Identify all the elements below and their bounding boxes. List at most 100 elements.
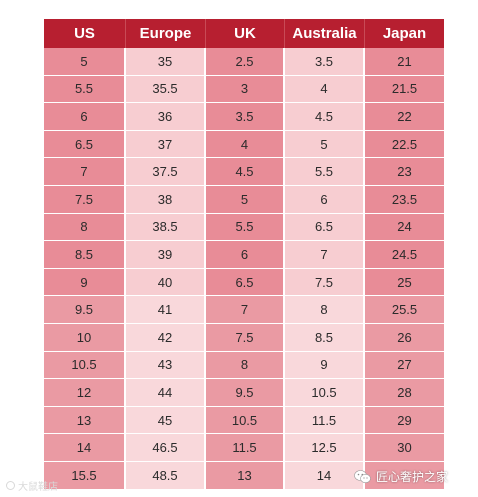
table-row: 12 44 9.5 10.5 28 (44, 379, 444, 407)
cell-uk: 8 (206, 351, 285, 380)
cell-japan: 22.5 (365, 130, 444, 159)
cell-japan: 26 (365, 323, 444, 352)
cell-uk: 10.5 (206, 406, 285, 435)
cell-australia: 9 (285, 351, 365, 380)
cell-europe: 38.5 (126, 213, 206, 242)
cell-us: 6.5 (44, 130, 126, 159)
cell-us: 10.5 (44, 351, 126, 380)
cell-uk: 5 (206, 185, 285, 214)
cell-us: 8 (44, 213, 126, 242)
column-header-europe: Europe (126, 19, 206, 48)
watermark-right: 匠心奢护之家 (354, 468, 448, 485)
table-row: 10.5 43 8 9 27 (44, 351, 444, 380)
table-row: 10 42 7.5 8.5 26 (44, 323, 444, 352)
watermark-left: 大鼠鞋店 (6, 478, 58, 493)
cell-us: 14 (44, 434, 126, 462)
cell-japan: 27 (365, 351, 444, 380)
cell-us: 12 (44, 379, 126, 407)
column-header-australia: Australia (285, 19, 365, 48)
cell-japan: 28 (365, 379, 444, 407)
table-row: 6.5 37 4 5 22.5 (44, 130, 444, 159)
cell-uk: 4 (206, 130, 285, 159)
wechat-icon (354, 469, 371, 483)
cell-australia: 11.5 (285, 406, 365, 435)
cell-uk: 7 (206, 296, 285, 324)
cell-europe: 37.5 (126, 158, 206, 186)
cell-australia: 8 (285, 296, 365, 324)
cell-australia: 12.5 (285, 434, 365, 462)
cell-europe: 38 (126, 185, 206, 214)
cell-europe: 41 (126, 296, 206, 324)
table-row: 13 45 10.5 11.5 29 (44, 406, 444, 435)
cell-uk: 11.5 (206, 434, 285, 462)
cell-japan: 30 (365, 434, 444, 462)
table-row: 5.5 35.5 3 4 21.5 (44, 75, 444, 104)
cell-japan: 24 (365, 213, 444, 242)
cell-us: 15.5 (44, 461, 126, 490)
cell-australia: 6.5 (285, 213, 365, 242)
cell-uk: 6 (206, 241, 285, 269)
table-row: 7.5 38 5 6 23.5 (44, 185, 444, 214)
table-row: 5 35 2.5 3.5 21 (44, 48, 444, 76)
table-row: 7 37.5 4.5 5.5 23 (44, 158, 444, 186)
cell-uk: 4.5 (206, 158, 285, 186)
cell-australia: 4.5 (285, 103, 365, 131)
table-row: 8.5 39 6 7 24.5 (44, 241, 444, 269)
watermark-right-text: 匠心奢护之家 (375, 470, 448, 484)
cell-europe: 39 (126, 241, 206, 269)
cell-us: 7 (44, 158, 126, 186)
cell-uk: 3.5 (206, 103, 285, 131)
cell-europe: 48.5 (126, 461, 206, 490)
cell-europe: 35 (126, 48, 206, 76)
table-body: 5 35 2.5 3.5 21 5.5 35.5 3 4 21.5 6 36 3.5 4.5 22 6.5 37… (44, 48, 444, 490)
table-row: 6 36 3.5 4.5 22 (44, 103, 444, 131)
table-row: 14 46.5 11.5 12.5 30 (44, 434, 444, 462)
cell-us: 8.5 (44, 241, 126, 269)
cell-australia: 7 (285, 241, 365, 269)
cell-us: 10 (44, 323, 126, 352)
cell-uk: 5.5 (206, 213, 285, 242)
cell-japan: 23 (365, 158, 444, 186)
cell-australia: 7.5 (285, 268, 365, 297)
cell-australia: 3.5 (285, 48, 365, 76)
cell-europe: 40 (126, 268, 206, 297)
table-row: 9 40 6.5 7.5 25 (44, 268, 444, 297)
cell-us: 5.5 (44, 75, 126, 104)
cell-us: 5 (44, 48, 126, 76)
cell-japan: 25.5 (365, 296, 444, 324)
cell-japan: 21.5 (365, 75, 444, 104)
cell-europe: 36 (126, 103, 206, 131)
cell-japan: 22 (365, 103, 444, 131)
table-row: 8 38.5 5.5 6.5 24 (44, 213, 444, 242)
cell-australia: 8.5 (285, 323, 365, 352)
cell-australia: 4 (285, 75, 365, 104)
cell-europe: 43 (126, 351, 206, 380)
cell-japan: 24.5 (365, 241, 444, 269)
cell-uk: 7.5 (206, 323, 285, 352)
column-header-us: US (44, 19, 126, 48)
cell-europe: 44 (126, 379, 206, 407)
cell-japan: 25 (365, 268, 444, 297)
cell-europe: 46.5 (126, 434, 206, 462)
cell-us: 6 (44, 103, 126, 131)
table-header-row: US Europe UK Australia Japan (44, 19, 444, 48)
cell-japan: 21 (365, 48, 444, 76)
watermark-circle-icon (6, 481, 15, 490)
table-row: 9.5 41 7 8 25.5 (44, 296, 444, 324)
shoe-size-conversion-table: US Europe UK Australia Japan 5 35 2.5 3.5 21… (44, 19, 444, 490)
cell-japan: 23.5 (365, 185, 444, 214)
cell-australia: 6 (285, 185, 365, 214)
cell-uk: 2.5 (206, 48, 285, 76)
column-header-japan: Japan (365, 19, 444, 48)
cell-uk: 3 (206, 75, 285, 104)
cell-europe: 45 (126, 406, 206, 435)
cell-australia: 5.5 (285, 158, 365, 186)
cell-us: 7.5 (44, 185, 126, 214)
cell-europe: 42 (126, 323, 206, 352)
cell-europe: 37 (126, 130, 206, 159)
cell-japan (365, 461, 444, 490)
cell-uk: 9.5 (206, 379, 285, 407)
cell-australia: 10.5 (285, 379, 365, 407)
cell-australia: 14 (285, 461, 365, 490)
table-row: 15.5 48.5 13 14 (44, 461, 444, 490)
